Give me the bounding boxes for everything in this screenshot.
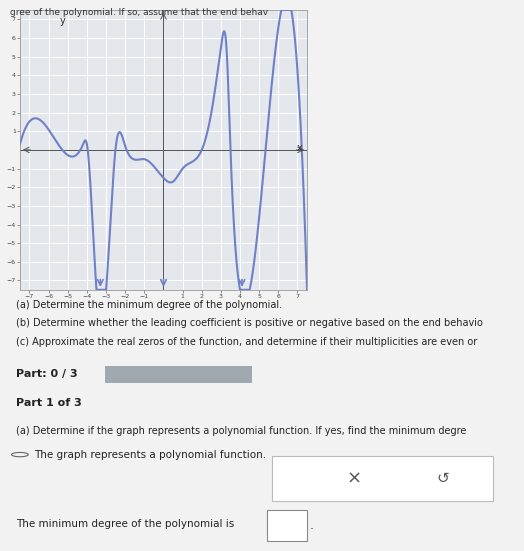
Text: Part: 0 / 3: Part: 0 / 3 <box>16 369 78 379</box>
Text: gree of the polynomial. If so, assume that the end behav: gree of the polynomial. If so, assume th… <box>10 8 269 17</box>
Text: x: x <box>297 143 303 154</box>
Text: (a) Determine the minimum degree of the polynomial.: (a) Determine the minimum degree of the … <box>16 300 282 310</box>
Text: y: y <box>60 15 66 25</box>
Text: The minimum degree of the polynomial is: The minimum degree of the polynomial is <box>16 519 234 529</box>
Text: .: . <box>309 519 313 532</box>
Text: ×: × <box>346 469 361 488</box>
Text: Part 1 of 3: Part 1 of 3 <box>16 398 81 408</box>
Text: The graph represents a polynomial function.: The graph represents a polynomial functi… <box>34 450 266 460</box>
Text: (a) Determine if the graph represents a polynomial function. If yes, find the mi: (a) Determine if the graph represents a … <box>16 426 466 436</box>
Bar <box>105 365 252 383</box>
FancyBboxPatch shape <box>267 510 307 541</box>
FancyBboxPatch shape <box>272 456 493 501</box>
Text: (c) Approximate the real zeros of the function, and determine if their multiplic: (c) Approximate the real zeros of the fu… <box>16 337 477 347</box>
Text: (b) Determine whether the leading coefficient is positive or negative based on t: (b) Determine whether the leading coeffi… <box>16 318 483 328</box>
Text: ↺: ↺ <box>436 471 449 486</box>
